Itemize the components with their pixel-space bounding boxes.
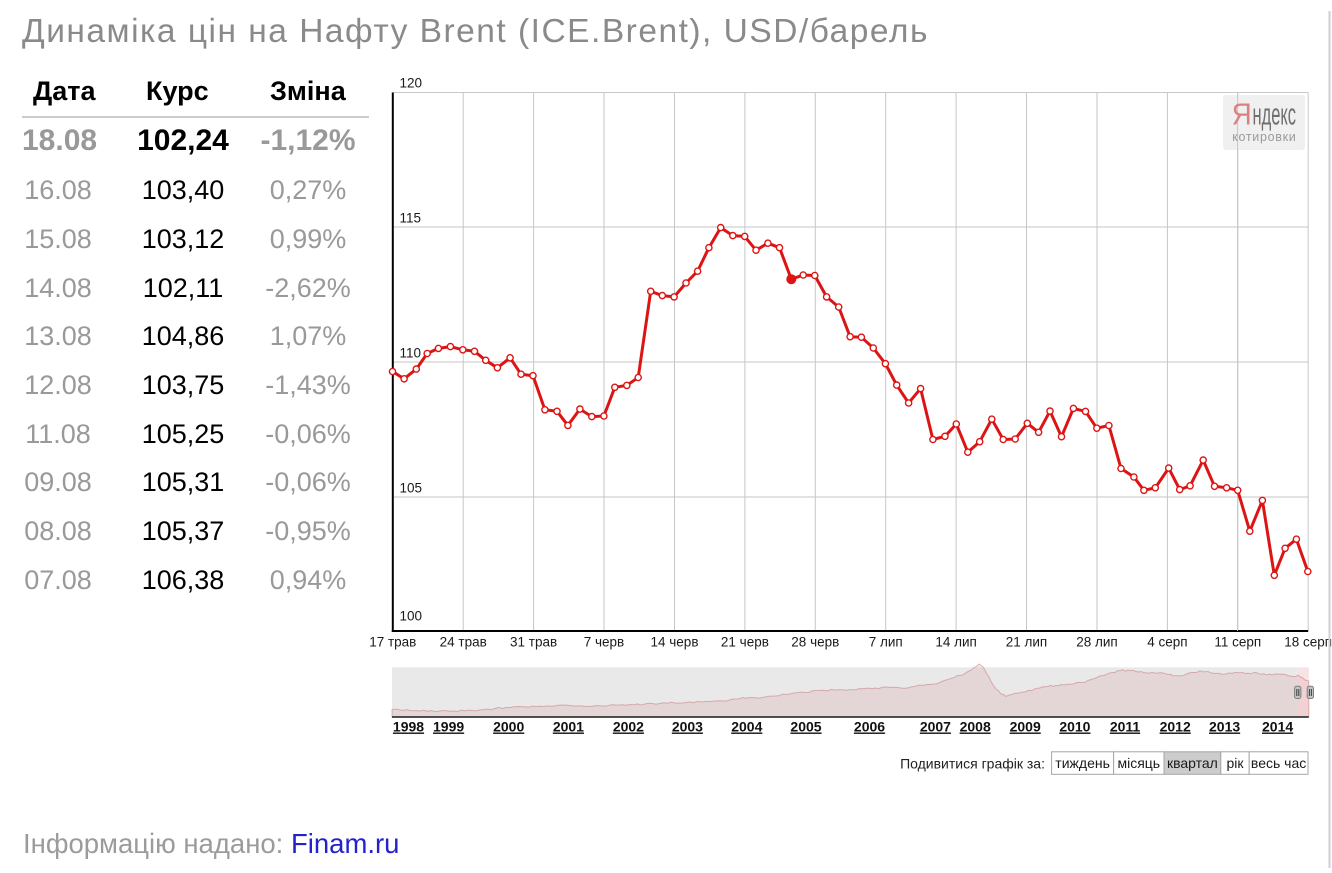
svg-text:18 серп: 18 серп [1284,635,1332,650]
svg-text:2003: 2003 [672,719,703,735]
svg-text:2008: 2008 [960,719,991,735]
svg-text:місяць: місяць [1117,755,1160,771]
svg-text:котировки: котировки [1232,130,1296,144]
svg-text:Я: Я [1232,97,1252,132]
svg-text:24 трав: 24 трав [440,635,487,650]
svg-text:весь час: весь час [1251,755,1306,771]
svg-text:тиждень: тиждень [1055,755,1110,771]
svg-text:7 лип: 7 лип [869,635,903,650]
svg-text:2010: 2010 [1059,719,1090,735]
svg-text:14 черв: 14 черв [651,635,699,650]
svg-text:31 трав: 31 трав [510,635,557,650]
svg-text:2002: 2002 [613,719,644,735]
svg-text:2009: 2009 [1010,719,1041,735]
svg-text:28 лип: 28 лип [1076,635,1118,650]
svg-text:110: 110 [400,346,422,361]
svg-text:17 трав: 17 трав [369,635,416,650]
svg-text:1998: 1998 [393,719,424,735]
svg-text:28 черв: 28 черв [791,635,839,650]
svg-text:105: 105 [400,481,423,496]
svg-text:квартал: квартал [1167,755,1218,771]
svg-text:ндекс: ндекс [1253,97,1297,132]
svg-text:2014: 2014 [1262,719,1293,735]
svg-text:14 лип: 14 лип [935,635,977,650]
svg-text:11 серп: 11 серп [1214,635,1261,650]
svg-text:1999: 1999 [433,719,464,735]
svg-text:21 черв: 21 черв [721,635,769,650]
svg-text:2001: 2001 [553,719,584,735]
svg-text:2006: 2006 [854,719,885,735]
svg-text:2004: 2004 [731,719,762,735]
svg-text:100: 100 [400,609,423,624]
svg-text:7 черв: 7 черв [584,635,624,650]
svg-text:2007: 2007 [920,719,951,735]
svg-text:рік: рік [1226,755,1244,771]
svg-text:2005: 2005 [790,719,821,735]
svg-text:4 серп: 4 серп [1147,635,1187,650]
svg-text:2000: 2000 [493,719,524,735]
svg-text:2011: 2011 [1110,719,1141,735]
svg-text:21 лип: 21 лип [1006,635,1048,650]
svg-text:Подивитися графік за:: Подивитися графік за: [900,756,1045,772]
svg-text:2013: 2013 [1209,719,1240,735]
svg-text:2012: 2012 [1160,719,1191,735]
svg-text:120: 120 [400,76,423,91]
svg-text:115: 115 [400,211,422,226]
